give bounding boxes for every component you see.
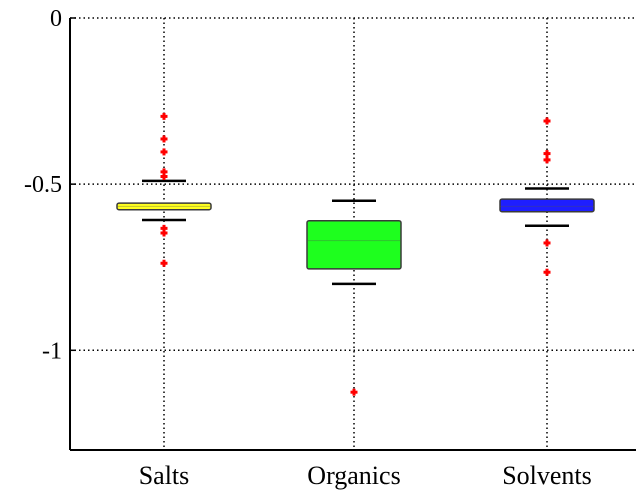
outlier-point: [350, 388, 358, 396]
axis-labels: 0 -0.5 -1 Salts Organics Solvents: [24, 6, 592, 490]
outlier-point: [543, 268, 551, 276]
x-tick-label-solvents: Solvents: [502, 461, 592, 490]
outlier-point: [160, 259, 168, 267]
outlier-point: [160, 148, 168, 156]
y-tick-label: 0: [50, 6, 62, 32]
outlier-point: [160, 112, 168, 120]
axes: [69, 17, 636, 451]
outlier-point: [543, 117, 551, 125]
box-series: [116, 112, 595, 396]
outlier-point: [160, 229, 168, 237]
outlier-point: [543, 239, 551, 247]
box-salts: [116, 112, 212, 267]
outlier-point: [160, 135, 168, 143]
x-tick-label-salts: Salts: [139, 461, 190, 490]
outlier-point: [543, 150, 551, 158]
outlier-point: [160, 173, 168, 181]
box-organics: [306, 199, 402, 396]
y-tick-label: -1: [42, 338, 62, 364]
y-tick-label: -0.5: [24, 172, 62, 198]
box-body: [116, 202, 212, 211]
outlier-point: [543, 156, 551, 164]
box-body: [306, 219, 402, 270]
box-body: [499, 198, 595, 213]
box-solvents: [499, 117, 595, 276]
x-tick-label-organics: Organics: [307, 461, 400, 490]
